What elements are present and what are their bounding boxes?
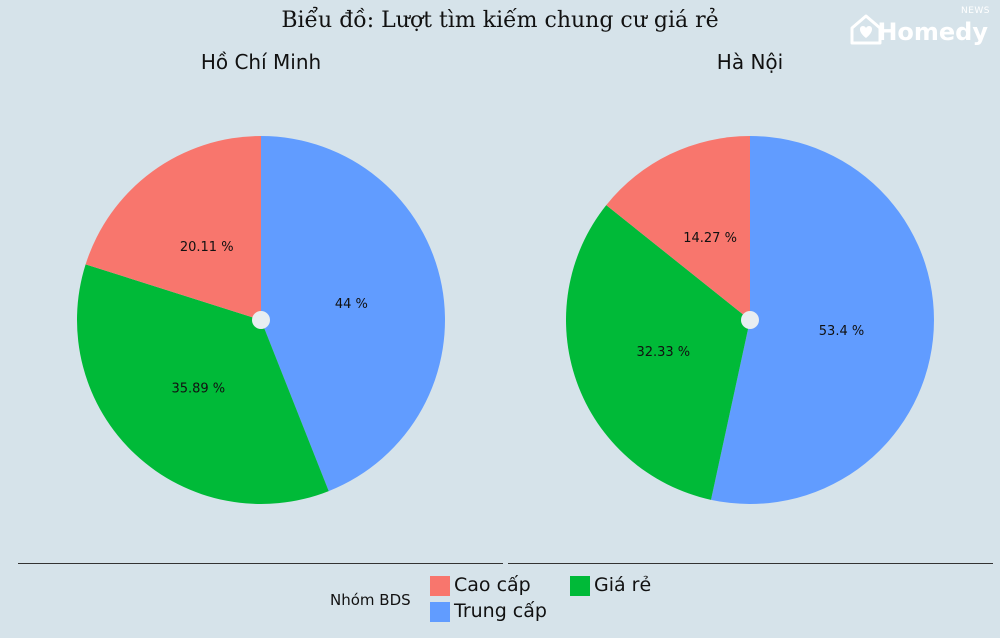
legend-label: Trung cấp: [454, 600, 547, 622]
pie-title-hanoi: Hà Nội: [716, 50, 784, 74]
pie-center-hanoi: [741, 311, 759, 329]
pie-label-hanoi-0: 53.4 %: [819, 324, 864, 339]
pie-slice-hanoi-2: [606, 136, 750, 320]
pie-slice-hcm-1: [77, 264, 329, 504]
chart-title: Biểu đồ: Lượt tìm kiếm chung cư giá rẻ: [281, 8, 719, 33]
brand-name: Homedy: [877, 18, 988, 46]
pie-slice-hanoi-1: [566, 205, 750, 500]
pie-slice-hcm-0: [261, 136, 445, 492]
divider-left: [18, 563, 503, 564]
legend-swatch: [430, 576, 450, 596]
pie-label-hanoi-2: 14.27 %: [683, 231, 737, 246]
house-heart-icon: [850, 14, 882, 45]
legend-swatch: [570, 576, 590, 596]
pie-charts: 44 % 35.89 % 20.11 % 53.4 % 32.33 % 14.27 %: [77, 136, 934, 505]
pie-title-hcm: Hồ Chí Minh: [200, 50, 322, 74]
pie-label-hcm-0: 44 %: [335, 297, 368, 312]
brand-tag: NEWS: [960, 6, 990, 16]
pie-center-hcm: [252, 311, 270, 329]
legend-label: Giá rẻ: [594, 574, 652, 596]
legend-label: Cao cấp: [454, 574, 531, 596]
legend: Nhóm BDS Cao cấp Giá rẻ Trung cấp: [330, 574, 730, 630]
pie-slice-hanoi-0: [710, 136, 934, 505]
divider-right: [508, 563, 993, 564]
pie-slice-hcm-2: [85, 136, 262, 320]
pie-label-hcm-1: 35.89 %: [171, 381, 225, 396]
brand-logo: NEWS Homedy: [844, 4, 994, 48]
pie-label-hanoi-1: 32.33 %: [636, 345, 690, 360]
pie-label-hcm-2: 20.11 %: [180, 240, 234, 255]
legend-swatch: [430, 602, 450, 622]
legend-title: Nhóm BDS: [330, 591, 411, 609]
